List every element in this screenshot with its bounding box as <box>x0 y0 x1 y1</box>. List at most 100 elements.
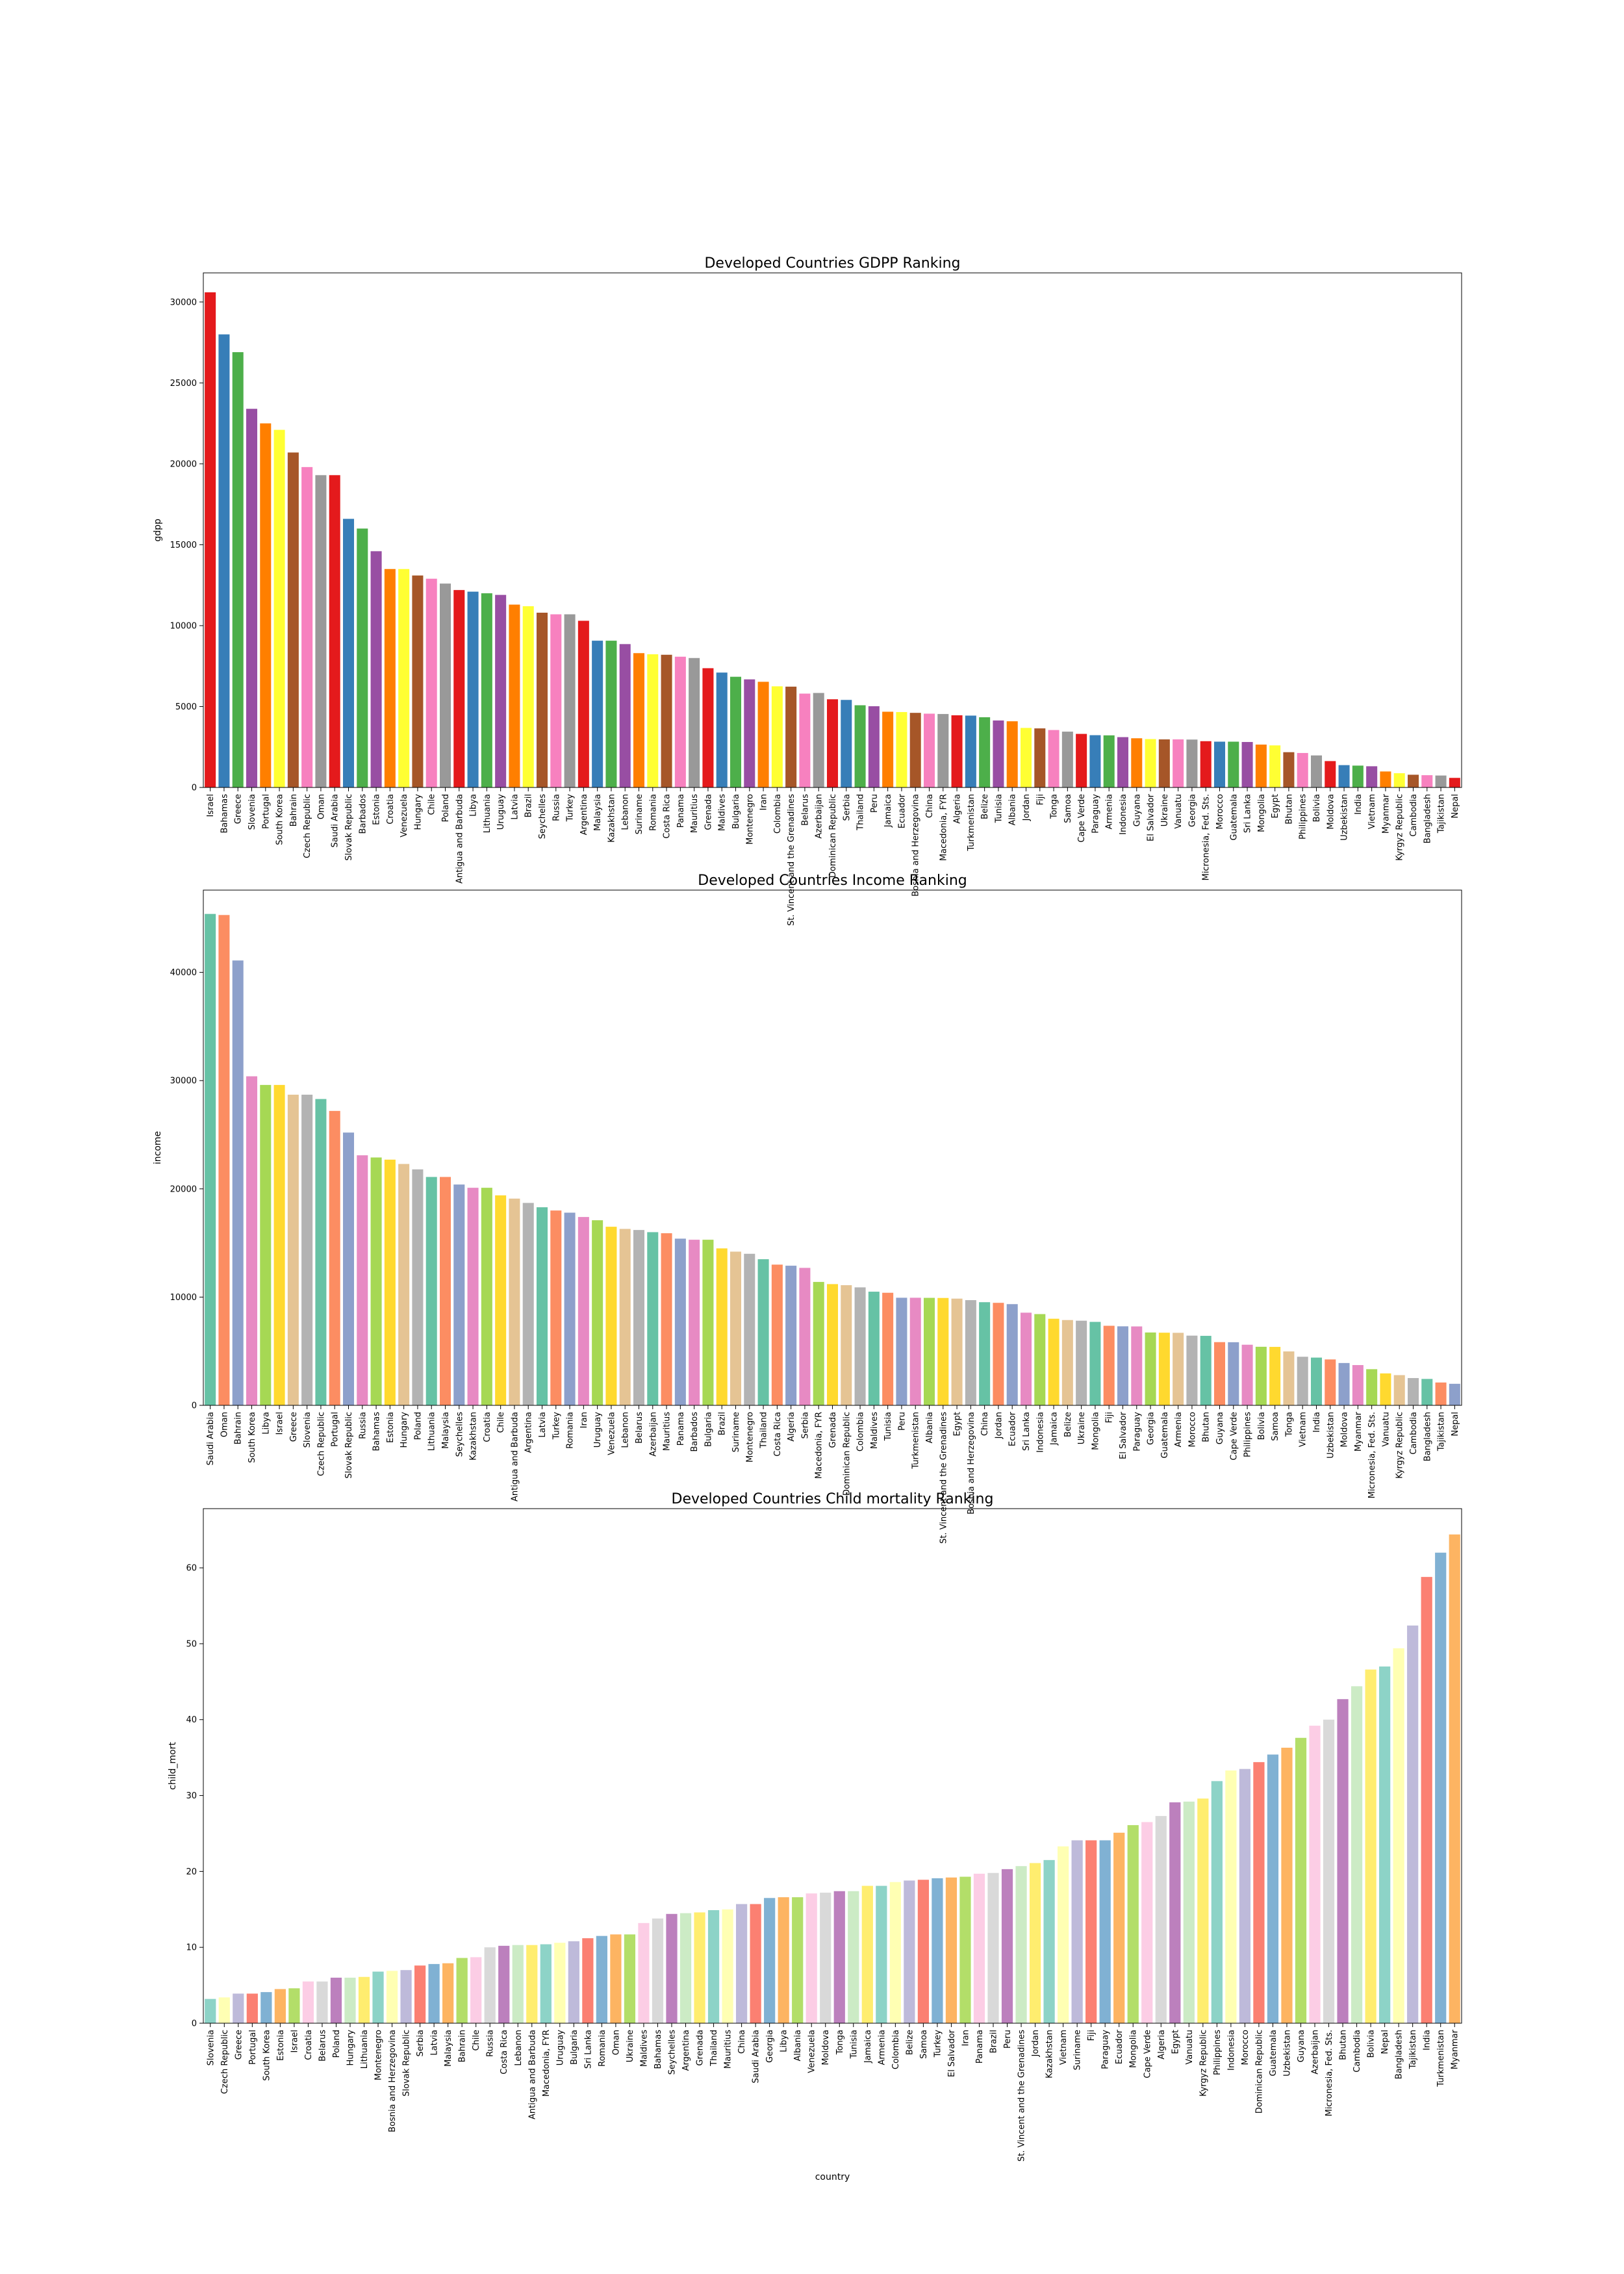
x-tick-label-51: Samoa <box>919 2030 929 2059</box>
x-tick-label-83: India <box>1354 794 1364 815</box>
y-tick-label-4: 40 <box>186 1715 197 1725</box>
x-tick-label-4: Libya <box>261 1412 271 1435</box>
bar-82 <box>1338 1362 1350 1405</box>
x-tick-label-24: Seychelles <box>538 794 548 839</box>
bars <box>205 292 1460 787</box>
bar-41 <box>771 686 783 787</box>
bar-74 <box>1228 1342 1239 1405</box>
x-tick-label-41: Libya <box>780 2030 789 2052</box>
bar-82 <box>1338 765 1350 787</box>
x-tick-label-48: Peru <box>870 794 880 813</box>
plot-frame <box>203 1508 1462 2024</box>
x-tick-label-23: Argentina <box>524 1412 534 1453</box>
x-tick-label-83: Myanmar <box>1354 1411 1364 1451</box>
bar-37 <box>722 1909 733 2023</box>
x-tick-label-4: Portugal <box>261 794 271 829</box>
x-tick-label-79: Azerbaijan <box>1311 2030 1321 2075</box>
bar-33 <box>666 1913 678 2023</box>
bar-36 <box>707 1910 720 2023</box>
bar-64 <box>1089 1322 1101 1405</box>
x-tick-label-32: Bahamas <box>653 2030 663 2069</box>
x-tick-label-81: Bhutan <box>1339 2030 1349 2060</box>
x-tick-label-42: Algeria <box>787 1412 796 1442</box>
y-tick-label-0: 0 <box>192 1401 197 1411</box>
bar-43 <box>799 1268 811 1405</box>
bar-72 <box>1200 1336 1212 1405</box>
bar-15 <box>414 1965 426 2023</box>
bar-40 <box>757 1259 769 1405</box>
bar-39 <box>750 1904 761 2023</box>
chart-title: Developed Countries GDPP Ranking <box>704 255 960 272</box>
x-tick-label-86: Kyrgyz Republic <box>1395 1412 1405 1479</box>
bar-42 <box>785 1266 797 1405</box>
x-tick-label-90: Nepal <box>1451 1412 1460 1437</box>
bar-34 <box>674 1238 686 1405</box>
bar-84 <box>1366 766 1378 787</box>
x-tick-label-21: Uruguay <box>496 794 506 830</box>
x-tick-label-13: Bosnia and Herzegovina <box>388 2030 398 2132</box>
bar-58 <box>1015 1866 1027 2023</box>
x-tick-label-4: South Korea <box>262 2030 272 2081</box>
x-tick-label-68: Georgia <box>1147 1412 1156 1445</box>
bar-58 <box>1006 1304 1018 1405</box>
x-tick-label-89: Tajikistan <box>1437 794 1447 834</box>
x-tick-label-73: Indonesia <box>1226 2030 1236 2071</box>
x-tick-label-39: Saudi Arabia <box>752 2030 761 2084</box>
x-tick-label-67: Paraguay <box>1132 1412 1142 1451</box>
x-tick-label-87: Cambodia <box>1409 794 1419 837</box>
x-tick-label-33: Seychelles <box>667 2030 677 2075</box>
x-tick-label-58: St. Vincent and the Grenadines <box>1017 2030 1027 2162</box>
x-tick-label-11: Lithuania <box>360 2030 370 2069</box>
x-tick-label-62: Belize <box>1063 1412 1073 1437</box>
bar-22 <box>509 604 520 787</box>
bar-35 <box>689 658 700 787</box>
bar-63 <box>1076 734 1087 787</box>
bar-73 <box>1213 1342 1226 1405</box>
bar-27 <box>577 620 589 787</box>
x-tick-label-34: Argentina <box>681 2030 691 2071</box>
bar-23 <box>522 606 534 787</box>
bar-37 <box>716 672 728 787</box>
x-tick-label-2: Greece <box>234 794 244 824</box>
bar-64 <box>1089 735 1101 787</box>
bar-50 <box>896 1297 907 1405</box>
bar-77 <box>1269 1347 1281 1405</box>
bar-83 <box>1365 1669 1377 2023</box>
y-tick-label-6: 30000 <box>170 298 197 307</box>
x-tick-label-86: Kyrgyz Republic <box>1395 794 1405 861</box>
x-tick-label-72: Bhutan <box>1202 1412 1212 1442</box>
y-tick-label-0: 0 <box>192 784 197 793</box>
x-tick-label-37: Maldives <box>718 794 728 831</box>
x-tick-label-71: Kyrgyz Republic <box>1199 2030 1208 2097</box>
x-tick-label-61: Vietnam <box>1059 2030 1069 2065</box>
bar-45 <box>826 699 839 787</box>
x-tick-label-70: Vanuatu <box>1174 794 1184 829</box>
bar-48 <box>876 1885 887 2023</box>
x-axis: Israel Bahamas Greece Slovenia Portugal South… <box>206 787 1460 926</box>
bar-14 <box>400 1970 412 2023</box>
bar-12 <box>370 1157 382 1405</box>
bar-42 <box>792 1897 804 2023</box>
bar-17 <box>439 583 451 787</box>
x-tick-label-12: Bahamas <box>372 1412 382 1451</box>
bar-52 <box>923 1297 935 1405</box>
bar-87 <box>1421 1577 1432 2023</box>
x-tick-label-50: Ecuador <box>897 793 907 828</box>
bar-79 <box>1297 752 1308 787</box>
x-tick-label-76: Bolivia <box>1257 1412 1267 1440</box>
bar-48 <box>868 706 880 787</box>
x-tick-label-54: Iran <box>961 2030 971 2046</box>
x-tick-label-61: Tonga <box>1050 794 1059 819</box>
bar-10 <box>342 1132 355 1405</box>
bar-53 <box>937 713 949 787</box>
y-tick-label-2: 20 <box>186 1867 197 1877</box>
bar-52 <box>923 713 935 787</box>
x-tick-label-78: Guyana <box>1297 2030 1306 2062</box>
bar-79 <box>1309 1726 1321 2023</box>
x-tick-label-20: Lithuania <box>483 794 492 833</box>
x-tick-label-54: Egypt <box>953 1412 963 1437</box>
x-tick-label-42: Albania <box>793 2030 803 2062</box>
bar-46 <box>848 1891 859 2023</box>
x-tick-label-40: Iran <box>759 794 769 810</box>
bar-85 <box>1393 1648 1404 2023</box>
